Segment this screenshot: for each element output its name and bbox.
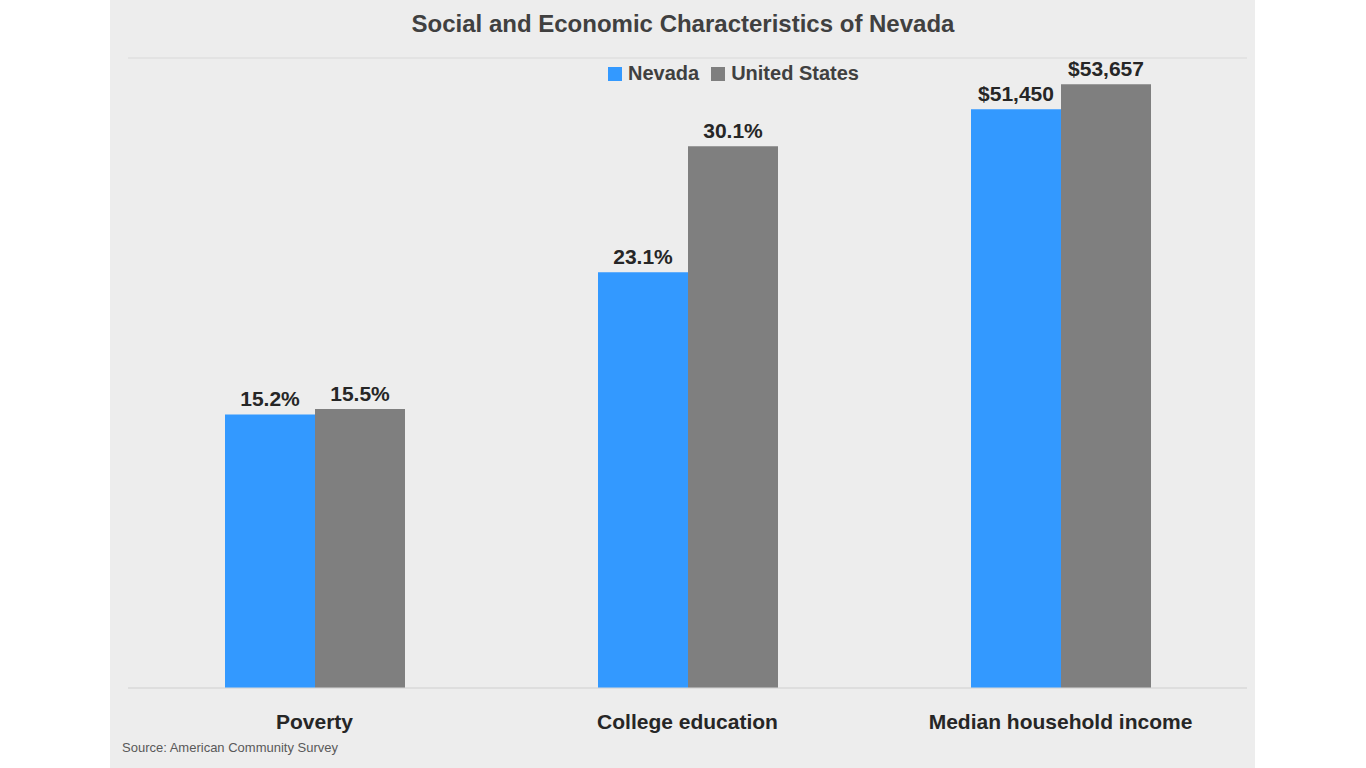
svg-text:23.1%: 23.1% [613, 245, 673, 268]
svg-text:$51,450: $51,450 [978, 82, 1054, 105]
html-text:United States: United States [731, 62, 859, 84]
svg-text:Median household income: Median household income [929, 710, 1193, 733]
svg-text:15.5%: 15.5% [330, 382, 390, 405]
svg-text:15.2%: 15.2% [240, 387, 300, 410]
html-text:Source: American Community Sur: Source: American Community Survey [122, 740, 338, 755]
svg-text:30.1%: 30.1% [703, 119, 763, 142]
html-text:Nevada: Nevada [628, 62, 700, 84]
html-text:Social and Economic Characteri: Social and Economic Characteristics of N… [411, 10, 955, 37]
svg-text:Poverty: Poverty [276, 710, 353, 733]
svg-text:College education: College education [597, 710, 778, 733]
svg-text:$53,657: $53,657 [1068, 57, 1144, 80]
